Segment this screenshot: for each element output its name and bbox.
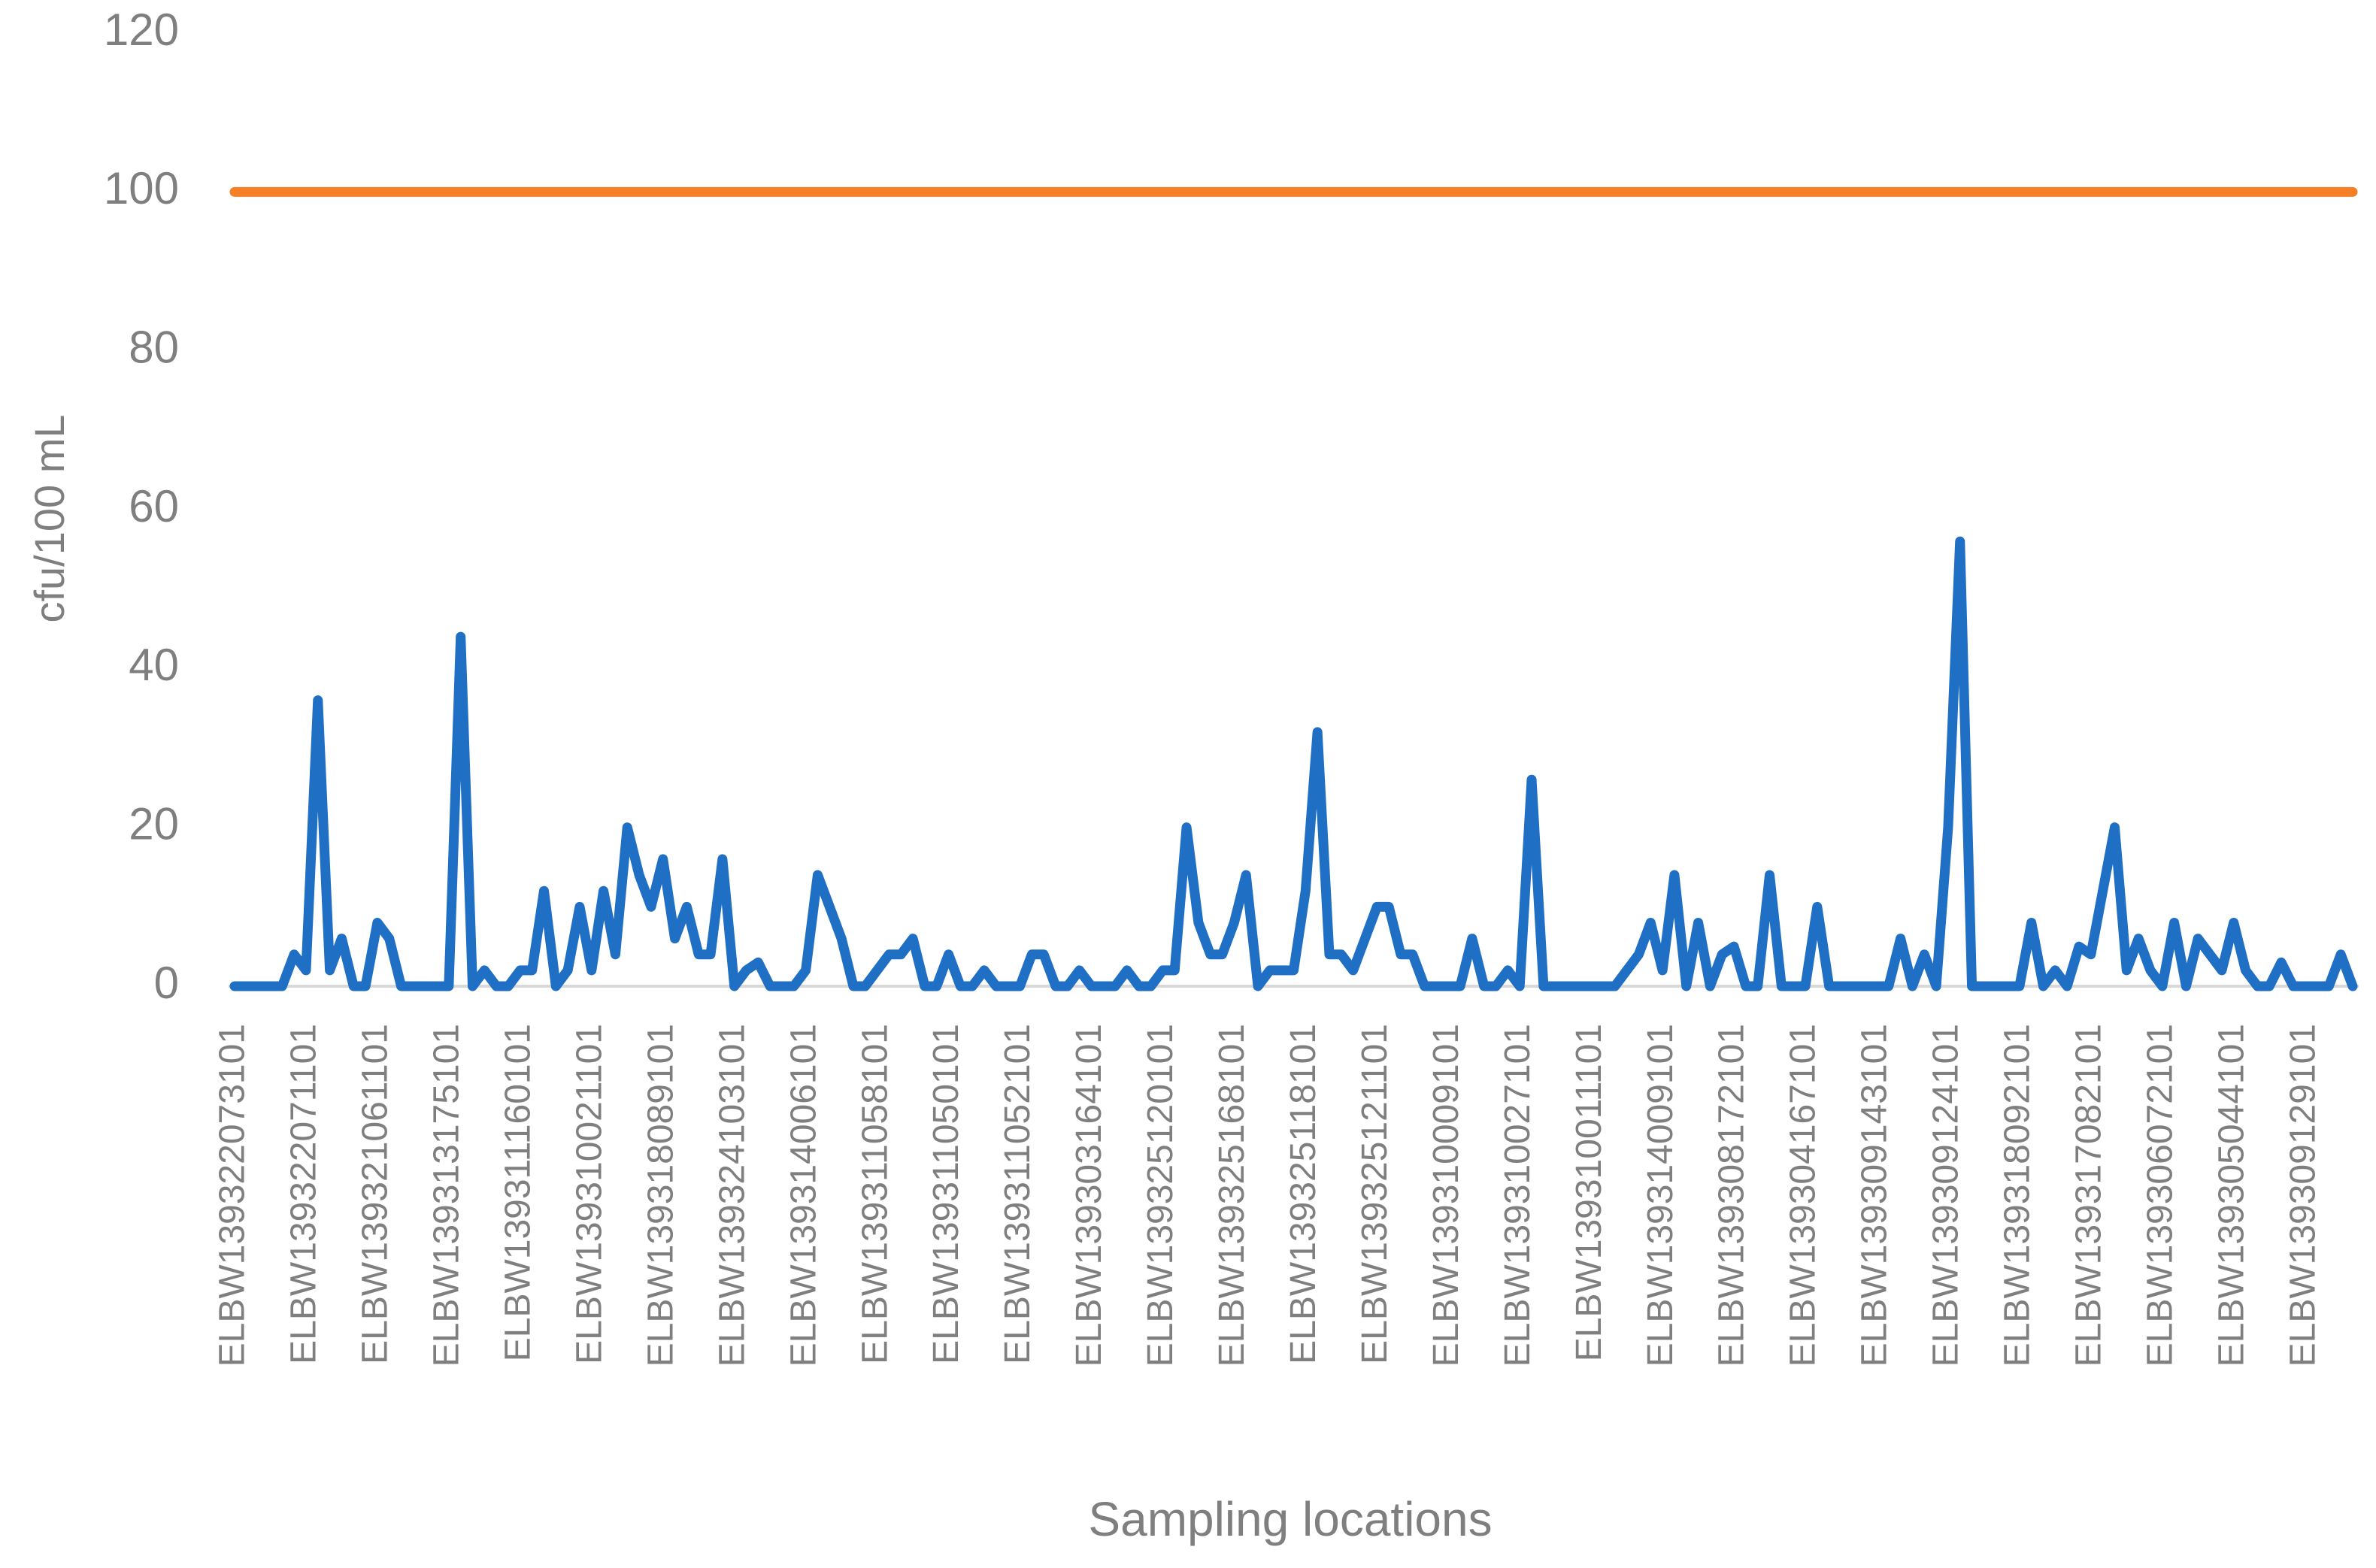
x-tick-label: ELBW139310021101 — [569, 1024, 609, 1364]
x-tick-label: ELBW139311160101 — [498, 1024, 538, 1361]
x-tick-label: ELBW139325118101 — [1283, 1024, 1323, 1364]
x-tick-label: ELBW139311058101 — [855, 1024, 895, 1364]
x-tick-label: ELBW139303164101 — [1069, 1024, 1109, 1367]
x-tick-label: ELBW139322073101 — [213, 1024, 253, 1367]
y-tick-label: 0 — [154, 958, 179, 1008]
x-tick-label: ELBW139311050101 — [926, 1024, 966, 1364]
x-tick-label: ELBW139314009101 — [1641, 1024, 1680, 1367]
y-tick-label: 40 — [129, 640, 179, 690]
x-tick-label: ELBW139325168101 — [1212, 1024, 1252, 1367]
x-tick-label: ELBW139308172101 — [1712, 1024, 1752, 1367]
x-tick-label: ELBW139321061101 — [356, 1024, 395, 1364]
x-tick-label: ELBW139318089101 — [641, 1024, 680, 1367]
y-tick-label: 20 — [129, 799, 179, 849]
y-axis-title: cfu/100 mL — [26, 414, 73, 622]
y-tick-label: 60 — [129, 481, 179, 531]
x-tick-label: ELBW139309124101 — [1926, 1024, 1966, 1367]
x-tick-label: ELBW139318092101 — [1998, 1024, 2038, 1367]
y-tick-label: 80 — [129, 322, 179, 373]
x-tick-label: ELBW139325121101 — [1355, 1024, 1395, 1364]
x-tick-label: ELBW139309129101 — [2283, 1024, 2323, 1367]
x-tick-label: ELBW139325120101 — [1141, 1024, 1180, 1367]
series-line — [229, 536, 2358, 991]
x-axis-title: Sampling locations — [1088, 1492, 1492, 1546]
x-tick-label: ELBW139311052101 — [998, 1024, 1038, 1364]
x-tick-label: ELBW139314006101 — [783, 1024, 823, 1367]
x-tick-label: ELBW139310011101 — [1569, 1024, 1609, 1361]
x-tick-label: ELBW139304167101 — [1784, 1024, 1823, 1367]
x-tick-label: ELBW139313175101 — [427, 1024, 467, 1367]
x-tick-label: ELBW139310009101 — [1426, 1024, 1466, 1367]
x-tick-label: ELBW139322071101 — [284, 1024, 324, 1364]
x-tick-label: ELBW139324103101 — [712, 1024, 752, 1367]
x-tick-label: ELBW139305044101 — [2211, 1024, 2251, 1367]
x-tick-label: ELBW139309143101 — [1855, 1024, 1895, 1367]
x-tick-label: ELBW139310027101 — [1498, 1024, 1538, 1367]
y-tick-label: 100 — [104, 163, 179, 213]
x-tick-label: ELBW139317082101 — [2069, 1024, 2109, 1367]
x-tick-label: ELBW139306072101 — [2140, 1024, 2180, 1367]
y-tick-label: 120 — [104, 5, 179, 55]
